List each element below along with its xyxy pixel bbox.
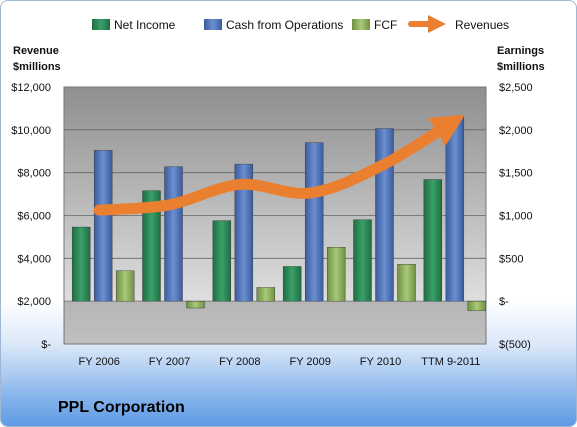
fcf-bar [115, 270, 135, 302]
legend-label-revenues: Revenues [455, 18, 509, 32]
left-axis-title-line1: Revenue [13, 45, 59, 57]
fcf-bar [256, 287, 276, 302]
category-label: FY 2008 [219, 356, 260, 368]
left-tick-label: $4,000 [17, 253, 51, 265]
left-tick-label: $8,000 [17, 168, 51, 180]
right-axis-title-line2: $millions [497, 61, 545, 73]
cash-ops-bar [234, 163, 254, 302]
fcf-bar [326, 246, 346, 302]
left-tick-label: $10,000 [11, 125, 51, 137]
left-tick-label: $12,000 [11, 82, 51, 94]
plot-floor [64, 302, 486, 344]
right-tick-label: $2,000 [499, 125, 533, 137]
legend-swatch-net-income [92, 19, 110, 30]
fcf-bar [397, 264, 416, 302]
fcf-bar [186, 300, 205, 309]
company-name: PPL Corporation [58, 399, 185, 416]
legend: Net Income Cash from Operations FCF Reve… [92, 15, 509, 33]
net-income-bar [212, 220, 232, 302]
net-income-bar [71, 226, 91, 302]
legend-label-net-income: Net Income [114, 18, 176, 32]
right-tick-label: $2,500 [499, 82, 533, 94]
cash-ops-bar [445, 116, 465, 302]
category-label: FY 2010 [360, 356, 401, 368]
right-axis-title-line1: Earnings [497, 45, 544, 57]
fcf-bar [467, 300, 487, 311]
legend-label-cash: Cash from Operations [226, 18, 343, 32]
net-income-bar [282, 266, 302, 302]
cash-ops-bar [304, 142, 324, 302]
net-income-bar [353, 219, 372, 302]
legend-swatch-fcf [352, 19, 370, 30]
right-tick-label: $(500) [499, 339, 531, 351]
net-income-bar [142, 190, 161, 302]
right-tick-label: $1,500 [499, 168, 533, 180]
left-axis-title-line2: $millions [13, 61, 61, 73]
category-label: TTM 9-2011 [421, 356, 480, 368]
right-tick-label: $- [499, 296, 509, 308]
net-income-bar [423, 179, 443, 302]
legend-label-fcf: FCF [374, 18, 397, 32]
left-tick-label: $6,000 [17, 211, 51, 223]
right-tick-label: $500 [499, 253, 523, 265]
category-label: FY 2009 [289, 356, 330, 368]
right-tick-label: $1,000 [499, 211, 533, 223]
cash-ops-bar [93, 150, 113, 302]
left-tick-label: $2,000 [17, 296, 51, 308]
left-tick-label: $- [41, 339, 51, 351]
category-label: FY 2006 [78, 356, 119, 368]
cash-ops-bar [164, 166, 183, 302]
legend-swatch-cash [204, 19, 222, 30]
revenues-line [93, 114, 465, 216]
category-label: FY 2007 [149, 356, 190, 368]
